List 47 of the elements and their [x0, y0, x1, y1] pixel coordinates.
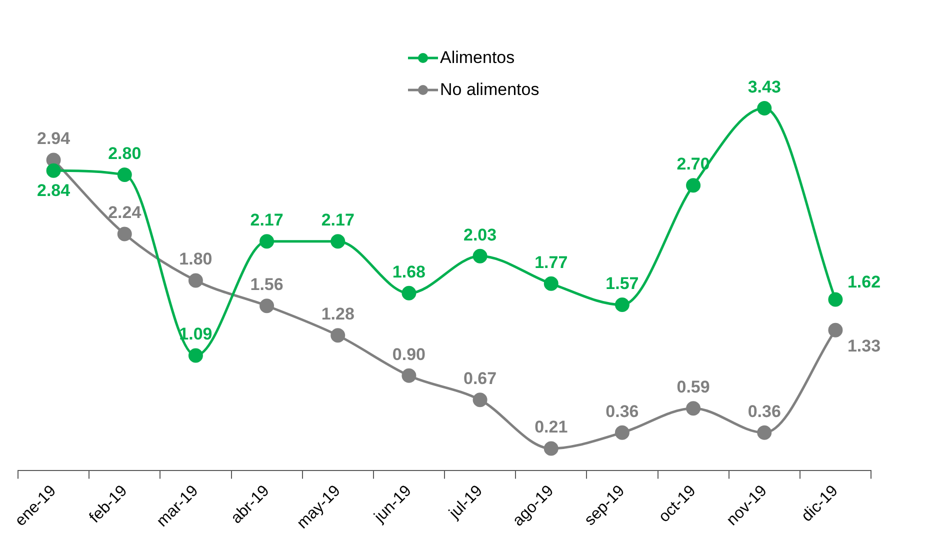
- point: [757, 100, 772, 116]
- data-label: 2.24: [108, 203, 142, 222]
- point: [117, 168, 132, 182]
- data-label: 0.36: [748, 402, 781, 421]
- data-label: 2.84: [36, 180, 71, 200]
- data-label: 1.57: [606, 274, 639, 293]
- point: [330, 234, 346, 249]
- data-label: 1.56: [250, 275, 284, 294]
- data-label: 2.94: [36, 129, 71, 148]
- point: [330, 328, 346, 343]
- point: [402, 286, 416, 300]
- point: [544, 276, 558, 291]
- data-label: 2.80: [108, 144, 142, 163]
- data-label: 0.21: [534, 418, 568, 437]
- point: [757, 425, 772, 440]
- data-label: 1.77: [534, 252, 568, 272]
- data-label: 1.68: [392, 262, 426, 282]
- point: [686, 178, 701, 193]
- data-label: 0.90: [392, 344, 426, 364]
- point: [544, 441, 558, 456]
- legend-label: Alimentos: [440, 48, 515, 68]
- data-label: 0.59: [676, 378, 710, 397]
- data-label: 1.62: [847, 272, 881, 292]
- point: [614, 425, 630, 440]
- data-label: 0.36: [606, 402, 639, 421]
- legend-label: No alimentos: [440, 80, 540, 100]
- point: [117, 226, 132, 242]
- data-label: 2.17: [321, 210, 354, 230]
- data-label: 3.43: [748, 77, 781, 96]
- point: [614, 298, 630, 312]
- point: [402, 368, 416, 383]
- data-label: 1.33: [847, 336, 881, 356]
- point: [188, 273, 203, 288]
- data-label: 1.80: [179, 250, 212, 269]
- data-label: 2.03: [463, 225, 497, 244]
- point: [188, 348, 203, 363]
- point: [472, 248, 488, 264]
- data-label: 2.17: [250, 210, 284, 230]
- point: [46, 163, 61, 178]
- point: [828, 292, 843, 307]
- point: [260, 234, 274, 249]
- data-label: 0.67: [463, 369, 497, 388]
- point: [686, 401, 701, 416]
- point: [260, 298, 274, 314]
- point: [828, 322, 843, 338]
- point: [472, 392, 488, 408]
- data-label: 1.28: [321, 304, 354, 324]
